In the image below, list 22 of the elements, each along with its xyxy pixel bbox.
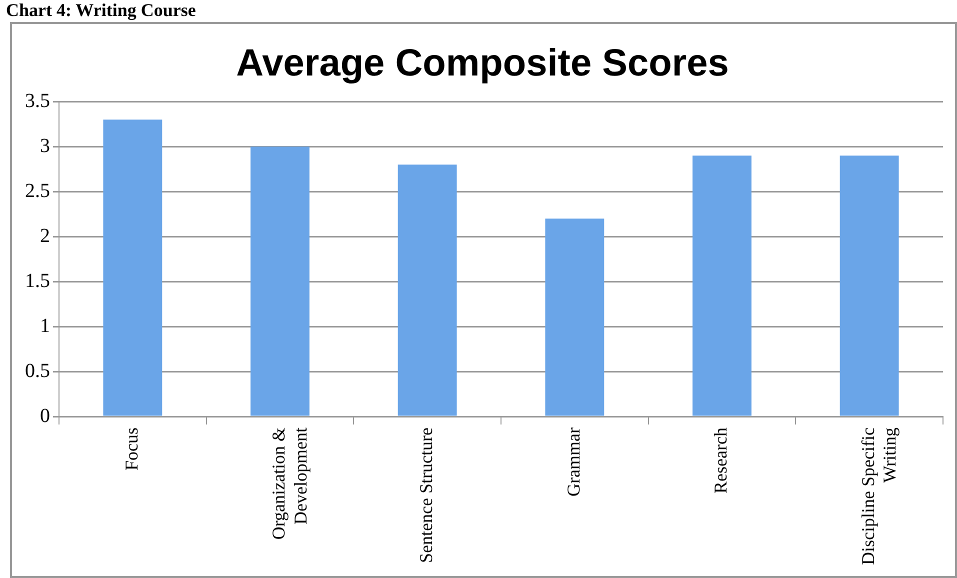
y-tick-label: 0 [40, 404, 50, 427]
bar [103, 120, 162, 416]
bar [398, 164, 457, 416]
bar [692, 156, 752, 416]
bar [840, 156, 899, 416]
x-tick-label: Sentence Structure [416, 428, 436, 563]
y-tick-label: 2 [40, 224, 50, 247]
x-tick-label: Focus [121, 428, 142, 471]
y-tick-label: 2.5 [25, 180, 50, 202]
bar [250, 146, 310, 416]
x-tick-label: Research [710, 428, 731, 494]
caption: Chart 4: Writing Course [6, 0, 196, 20]
y-tick-label: 1 [40, 314, 50, 337]
y-tick-label: 1.5 [25, 270, 50, 292]
y-tick-label: 3 [40, 134, 50, 157]
bar [545, 218, 604, 416]
y-tick-label: 3.5 [25, 90, 50, 112]
x-tick-label: Organization & Development [268, 428, 310, 540]
x-tick-label: Discipline Specific Writing [858, 428, 900, 566]
y-tick-label: 0.5 [25, 360, 50, 382]
x-tick-label: Grammar [563, 428, 584, 497]
chart-title: Average Composite Scores [236, 42, 729, 84]
